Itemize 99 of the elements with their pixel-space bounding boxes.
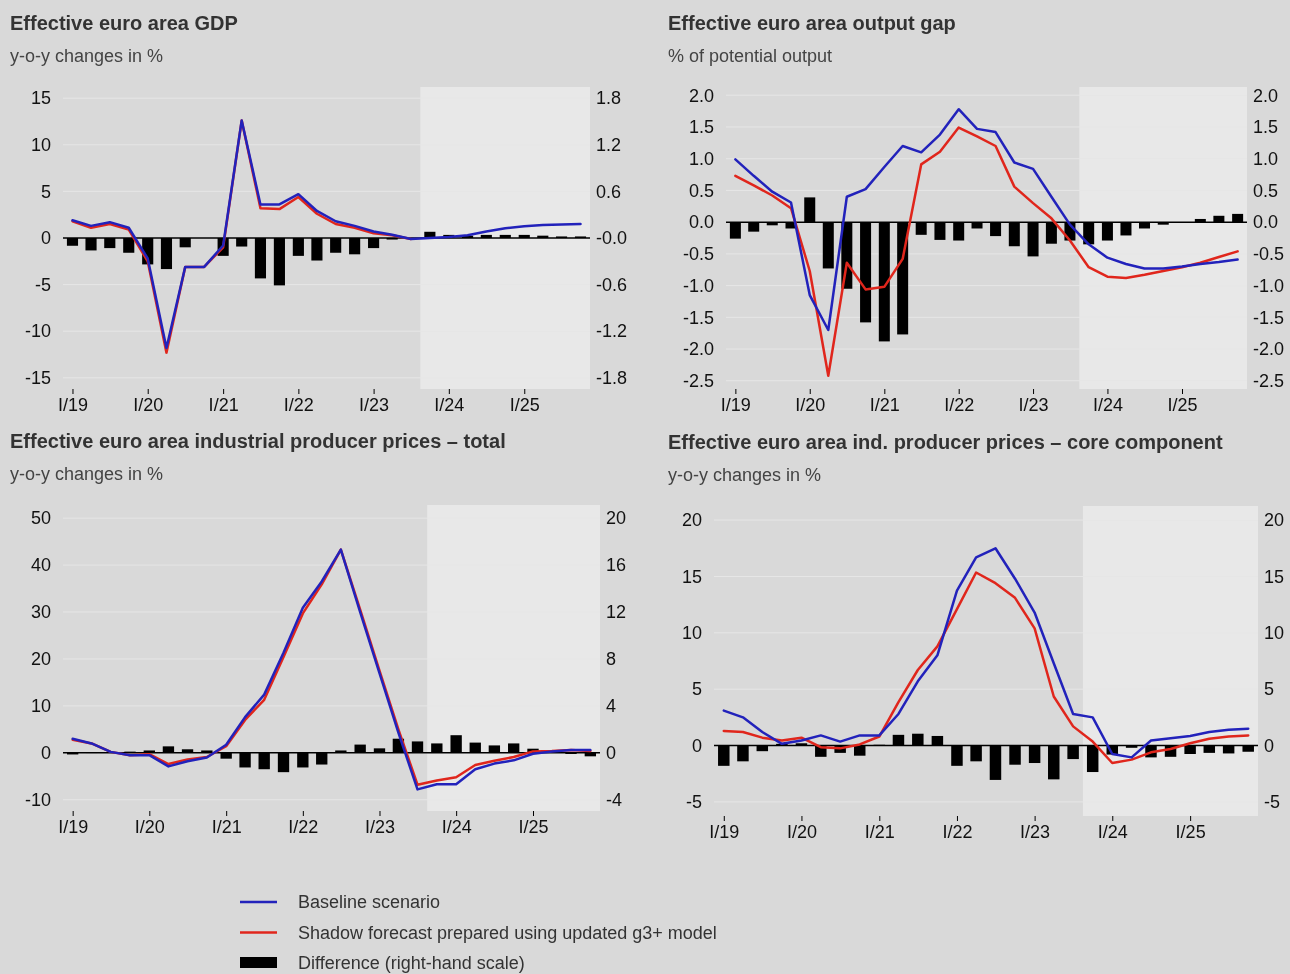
y2-tick-label: -1.8 [596, 368, 628, 389]
chart-title: Effective euro area output gap [668, 12, 956, 34]
x-tick-label: I/19 [58, 816, 89, 837]
x-tick-label: I/21 [864, 821, 895, 842]
chart-title: Effective euro area GDP [10, 12, 238, 34]
x-tick-label: I/21 [211, 816, 242, 837]
x-tick-label: I/23 [359, 394, 390, 415]
y-tick-label: 20 [681, 510, 702, 531]
x-tick-label: I/20 [134, 816, 165, 837]
y-tick-label: 0.5 [688, 180, 714, 201]
x-tick-label: I/25 [509, 394, 540, 415]
y-tick-label: 30 [30, 602, 51, 623]
y-tick-label: 15 [30, 88, 51, 109]
y2-tick-label: 2.0 [1253, 85, 1279, 106]
x-tick-label: I/21 [208, 394, 239, 415]
y2-tick-label: 0 [1264, 735, 1275, 756]
y-tick-label: 10 [681, 623, 702, 644]
y-tick-label: -0.5 [682, 244, 714, 265]
y-tick-label: -1.0 [682, 275, 714, 296]
y2-tick-label: 1.0 [1253, 148, 1279, 169]
y2-tick-label: 1.8 [596, 88, 622, 109]
x-tick-label: I/19 [709, 821, 740, 842]
y-tick-label: -1.5 [682, 307, 714, 328]
y2-tick-label: 1.2 [596, 135, 622, 156]
x-tick-label: I/24 [441, 816, 472, 837]
y-tick-label: 0 [691, 735, 702, 756]
y-tick-label: 0 [40, 743, 51, 764]
x-tick-label: I/25 [518, 816, 549, 837]
y2-tick-label: -1.0 [1253, 275, 1285, 296]
y2-tick-label: 5 [1264, 679, 1275, 700]
y2-tick-label: -4 [606, 790, 623, 810]
x-tick-label: I/24 [1092, 394, 1123, 415]
y-tick-label: 1.0 [688, 148, 714, 169]
x-tick-label: I/20 [133, 394, 164, 415]
y2-tick-label: 10 [1264, 623, 1285, 644]
y-tick-label: -5 [685, 792, 702, 813]
y-tick-label: 10 [30, 696, 51, 717]
chart-subtitle: y-o-y changes in % [10, 46, 164, 66]
chart-subtitle: y-o-y changes in % [10, 464, 164, 484]
legend-label: Difference (right-hand scale) [298, 953, 525, 973]
y2-tick-label: -2.5 [1253, 371, 1285, 392]
y2-tick-label: -2.0 [1253, 339, 1285, 360]
y2-tick-label: 12 [606, 602, 627, 623]
legend-label: Shadow forecast prepared using updated g3+ model [298, 922, 717, 943]
x-tick-label: I/22 [283, 394, 314, 415]
y2-tick-label: 20 [1264, 510, 1285, 531]
y-tick-label: 0 [40, 228, 51, 249]
x-tick-label: I/23 [1020, 821, 1051, 842]
y2-tick-label: 16 [606, 555, 627, 576]
x-tick-label: I/24 [1097, 821, 1128, 842]
y2-tick-label: -1.5 [1253, 307, 1285, 328]
y-tick-label: 40 [30, 555, 51, 576]
y2-tick-label: -0.0 [596, 228, 628, 249]
chart-title: Effective euro area industrial producer prices – total [10, 430, 506, 452]
y2-tick-label: -5 [1264, 792, 1281, 813]
x-tick-label: I/24 [434, 394, 465, 415]
chart-title: Effective euro area ind. producer prices – core component [668, 431, 1223, 453]
y2-tick-label: -1.2 [596, 321, 628, 342]
y2-tick-label: 0.5 [1253, 180, 1279, 201]
x-tick-label: I/25 [1175, 821, 1206, 842]
y-tick-label: -10 [24, 321, 51, 342]
chart-subtitle: y-o-y changes in % [668, 465, 822, 485]
y-tick-label: -2.0 [682, 339, 714, 360]
x-tick-label: I/19 [720, 394, 751, 415]
y-tick-label: 2.0 [688, 85, 714, 106]
x-tick-label: I/19 [57, 394, 88, 415]
y2-tick-label: -0.6 [596, 274, 628, 295]
x-tick-label: I/22 [942, 821, 973, 842]
y-tick-label: -10 [24, 790, 51, 810]
y-tick-label: -5 [34, 274, 51, 295]
y2-tick-label: 20 [606, 508, 627, 529]
x-tick-label: I/25 [1167, 394, 1198, 415]
y-tick-label: 10 [30, 135, 51, 156]
y2-tick-label: 0 [606, 743, 617, 764]
y-tick-label: -2.5 [682, 371, 714, 392]
chart-subtitle: % of potential output [668, 46, 833, 66]
y-tick-label: 0.0 [688, 212, 714, 233]
y2-tick-label: 4 [606, 696, 617, 717]
x-tick-label: I/23 [364, 816, 395, 837]
y2-tick-label: 15 [1264, 566, 1285, 587]
x-tick-label: I/22 [288, 816, 319, 837]
x-tick-label: I/20 [795, 394, 826, 415]
x-tick-label: I/20 [786, 821, 817, 842]
x-tick-label: I/21 [869, 394, 900, 415]
legend-label: Baseline scenario [298, 892, 441, 912]
y-tick-label: 5 [691, 679, 702, 700]
y2-tick-label: 0.6 [596, 181, 622, 202]
x-tick-label: I/23 [1018, 394, 1049, 415]
y2-tick-label: 1.5 [1253, 117, 1279, 138]
y2-tick-label: -0.5 [1253, 244, 1285, 265]
y-tick-label: -15 [24, 368, 51, 389]
y-tick-label: 15 [681, 566, 702, 587]
y-tick-label: 1.5 [688, 117, 714, 138]
y-tick-label: 50 [30, 508, 51, 529]
y2-tick-label: 8 [606, 649, 617, 670]
x-tick-label: I/22 [944, 394, 975, 415]
y-tick-label: 5 [40, 181, 51, 202]
y2-tick-label: 0.0 [1253, 212, 1279, 233]
y-tick-label: 20 [30, 649, 51, 670]
